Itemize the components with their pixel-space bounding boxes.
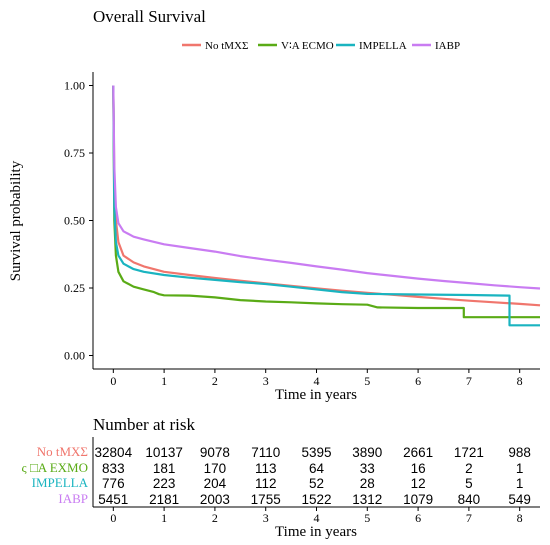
risk-cell: 1079 xyxy=(403,492,433,507)
risk-x-tick-label: 6 xyxy=(415,511,421,525)
risk-cell: 52 xyxy=(309,476,324,491)
risk-cell: 833 xyxy=(102,461,125,476)
x-tick-label: 7 xyxy=(466,374,472,388)
y-axis-ticks: 0.00 0.25 0.50 0.75 1.00 xyxy=(64,79,93,363)
risk-cell: 28 xyxy=(360,476,375,491)
y-tick-label: 1.00 xyxy=(64,79,85,93)
risk-cell: 1312 xyxy=(352,492,382,507)
risk-cell: 3890 xyxy=(352,445,382,460)
risk-cell: 64 xyxy=(309,461,325,476)
risk-x-tick-label: 0 xyxy=(110,511,116,525)
x-tick-label: 6 xyxy=(415,374,421,388)
risk-table-title: Number at risk xyxy=(93,415,195,434)
risk-row-label-2: IMPELLA xyxy=(32,475,89,490)
risk-cell: 2 xyxy=(465,461,473,476)
risk-row-label-3: IABP xyxy=(58,491,88,506)
x-axis-label: Time in years xyxy=(275,387,357,403)
risk-table-x-axis-label: Time in years xyxy=(275,524,357,540)
risk-cell: 32804 xyxy=(95,445,133,460)
series-lines xyxy=(112,85,541,327)
plot-area: 0.00 0.25 0.50 0.75 1.00 0 1 2 3 4 5 6 7 8 xyxy=(64,72,541,388)
chart-title: Overall Survival xyxy=(93,7,206,26)
x-tick-label: 5 xyxy=(364,374,370,388)
risk-cell: 1721 xyxy=(454,445,484,460)
risk-cell: 1 xyxy=(516,476,524,491)
y-tick-label: 0.00 xyxy=(64,349,85,363)
risk-cell: 113 xyxy=(255,461,277,476)
risk-x-tick-label: 1 xyxy=(161,511,167,525)
risk-cell: 170 xyxy=(204,461,227,476)
risk-cell: 1755 xyxy=(251,492,281,507)
legend-label-3: IABP xyxy=(435,40,460,52)
risk-cell: 12 xyxy=(411,476,426,491)
risk-cell: 5451 xyxy=(98,492,128,507)
risk-cell: 10137 xyxy=(145,445,183,460)
legend-label-0: No tMXΣ xyxy=(205,40,248,52)
risk-cell: 5 xyxy=(465,476,473,491)
x-tick-label: 0 xyxy=(110,374,116,388)
y-tick-label: 0.75 xyxy=(64,146,85,160)
risk-cell: 776 xyxy=(102,476,125,491)
legend: No tMXΣ V∶A ECMO IMPELLA IABP xyxy=(182,40,460,52)
risk-cell: 16 xyxy=(411,461,426,476)
risk-cell: 840 xyxy=(458,492,481,507)
risk-cell: 33 xyxy=(360,461,375,476)
risk-x-tick-label: 4 xyxy=(314,511,320,525)
risk-cell: 2003 xyxy=(200,492,230,507)
legend-label-2: IMPELLA xyxy=(359,40,407,52)
risk-x-tick-label: 5 xyxy=(364,511,370,525)
risk-cell: 1522 xyxy=(301,492,331,507)
risk-row-label-0: No tMXΣ xyxy=(37,444,88,459)
x-tick-label: 2 xyxy=(212,374,218,388)
x-tick-label: 4 xyxy=(314,374,320,388)
y-tick-label: 0.25 xyxy=(64,281,85,295)
risk-row-label-1: ς □A EXMO xyxy=(22,460,88,475)
risk-cell: 5395 xyxy=(301,445,331,460)
risk-cell: 2181 xyxy=(149,492,179,507)
risk-cell: 2661 xyxy=(403,445,433,460)
risk-cell: 204 xyxy=(204,476,227,491)
risk-x-tick-label: 7 xyxy=(466,511,472,525)
risk-cell: 1 xyxy=(516,461,524,476)
legend-label-1: V∶A ECMO xyxy=(281,40,334,52)
risk-cell: 988 xyxy=(508,445,531,460)
x-tick-label: 8 xyxy=(517,374,523,388)
risk-table: No tMXΣ 32804 10137 9078 7110 5395 3890 2661 172… xyxy=(22,437,540,525)
risk-cell: 9078 xyxy=(200,445,230,460)
series-line-0 xyxy=(112,85,541,307)
risk-cell: 223 xyxy=(153,476,176,491)
y-tick-label: 0.50 xyxy=(64,214,85,228)
risk-cell: 112 xyxy=(255,476,277,491)
risk-cell: 7110 xyxy=(251,445,280,460)
series-line-1 xyxy=(112,85,540,319)
x-tick-label: 3 xyxy=(263,374,269,388)
x-axis-ticks: 0 1 2 3 4 5 6 7 8 xyxy=(110,369,523,388)
y-axis-label: Survival probability xyxy=(8,160,24,281)
series-line-2 xyxy=(112,85,540,327)
series-line-3 xyxy=(112,85,541,290)
risk-cell: 181 xyxy=(153,461,176,476)
x-tick-label: 1 xyxy=(161,374,167,388)
risk-x-tick-label: 8 xyxy=(517,511,523,525)
risk-cell: 549 xyxy=(508,492,531,507)
risk-x-tick-label: 2 xyxy=(212,511,218,525)
risk-x-tick-label: 3 xyxy=(263,511,269,525)
